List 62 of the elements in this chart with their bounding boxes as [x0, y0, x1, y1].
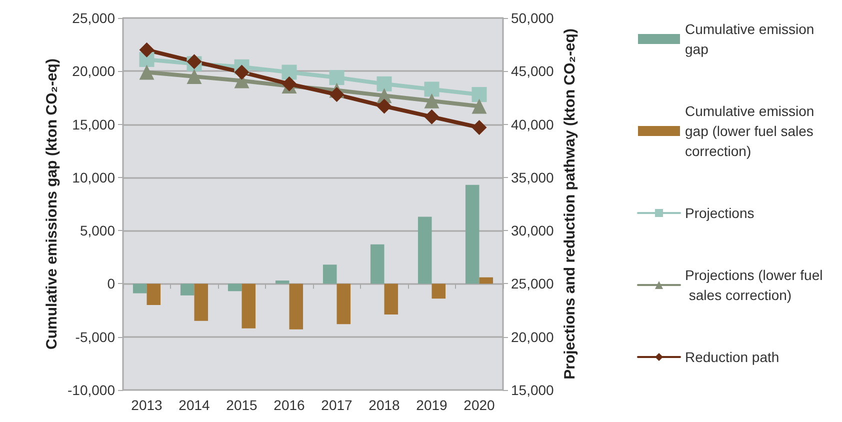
bar	[384, 284, 398, 315]
y2-tick-label: 15,000	[511, 382, 554, 398]
y-tick-label: 0	[107, 276, 116, 292]
bar	[242, 284, 256, 328]
legend-label: Reduction path	[685, 349, 780, 365]
y2-axis-title: Projections and reduction pathway (kton CO₂-eq)	[562, 28, 578, 380]
point	[186, 68, 202, 84]
y-tick-label: 10,000	[72, 169, 116, 186]
x-tick-label: 2013	[131, 397, 163, 413]
point	[472, 98, 487, 114]
point	[424, 82, 440, 97]
y-axis-title: Cumulative emissions gap (kton CO₂-eq)	[44, 58, 60, 350]
y-tick-label: 20,000	[72, 63, 116, 80]
y-tick-label: -5,000	[75, 328, 116, 345]
bar	[336, 284, 351, 324]
bar	[465, 184, 480, 284]
y-tick-label: 5,000	[80, 222, 116, 239]
y2-tick-label: 20,000	[511, 328, 554, 345]
bar	[322, 264, 337, 284]
point	[139, 64, 154, 80]
x-tick-label: 2019	[416, 397, 448, 413]
bar	[180, 284, 194, 296]
bar	[146, 284, 161, 305]
point	[234, 64, 250, 80]
point	[472, 120, 487, 135]
bar	[228, 284, 242, 292]
point	[139, 42, 154, 58]
bar	[479, 277, 494, 284]
legend-label: Cumulative emission gap (lower fuel sales correction)	[685, 103, 818, 159]
bar	[432, 284, 446, 299]
bar	[418, 216, 432, 284]
y-tick-label: 25,000	[72, 10, 116, 26]
bar	[289, 284, 304, 330]
y2-tick-label: 40,000	[511, 116, 554, 132]
bar	[194, 284, 208, 321]
y-tick-label: 15,000	[72, 116, 116, 132]
y2-tick-label: 50,000	[511, 10, 554, 26]
y2-tick-label: 25,000	[511, 276, 554, 292]
x-tick-label: 2014	[178, 397, 210, 413]
point	[376, 76, 392, 92]
x-tick-label: 2020	[464, 397, 496, 413]
legend-label: Cumulative emission gap	[685, 21, 818, 57]
legend-label: Projections	[685, 205, 754, 221]
x-tick-label: 2017	[321, 397, 353, 413]
y2-tick-label: 30,000	[511, 222, 554, 239]
point	[329, 87, 344, 102]
point	[282, 64, 297, 80]
y2-tick-label: 35,000	[511, 169, 554, 186]
point	[329, 70, 344, 86]
x-tick-label: 2018	[368, 397, 400, 413]
legend-label: Projections (lower fuel sales correction)	[685, 267, 823, 303]
point	[424, 109, 440, 124]
bar	[370, 244, 384, 284]
point	[424, 93, 440, 108]
x-tick-label: 2016	[274, 397, 306, 413]
point	[472, 87, 487, 102]
y-tick-label: -10,000	[68, 382, 116, 398]
bar	[275, 280, 290, 284]
x-tick-label: 2015	[226, 397, 258, 413]
bar	[132, 284, 147, 294]
point	[376, 98, 392, 114]
y2-tick-label: 45,000	[511, 63, 554, 80]
